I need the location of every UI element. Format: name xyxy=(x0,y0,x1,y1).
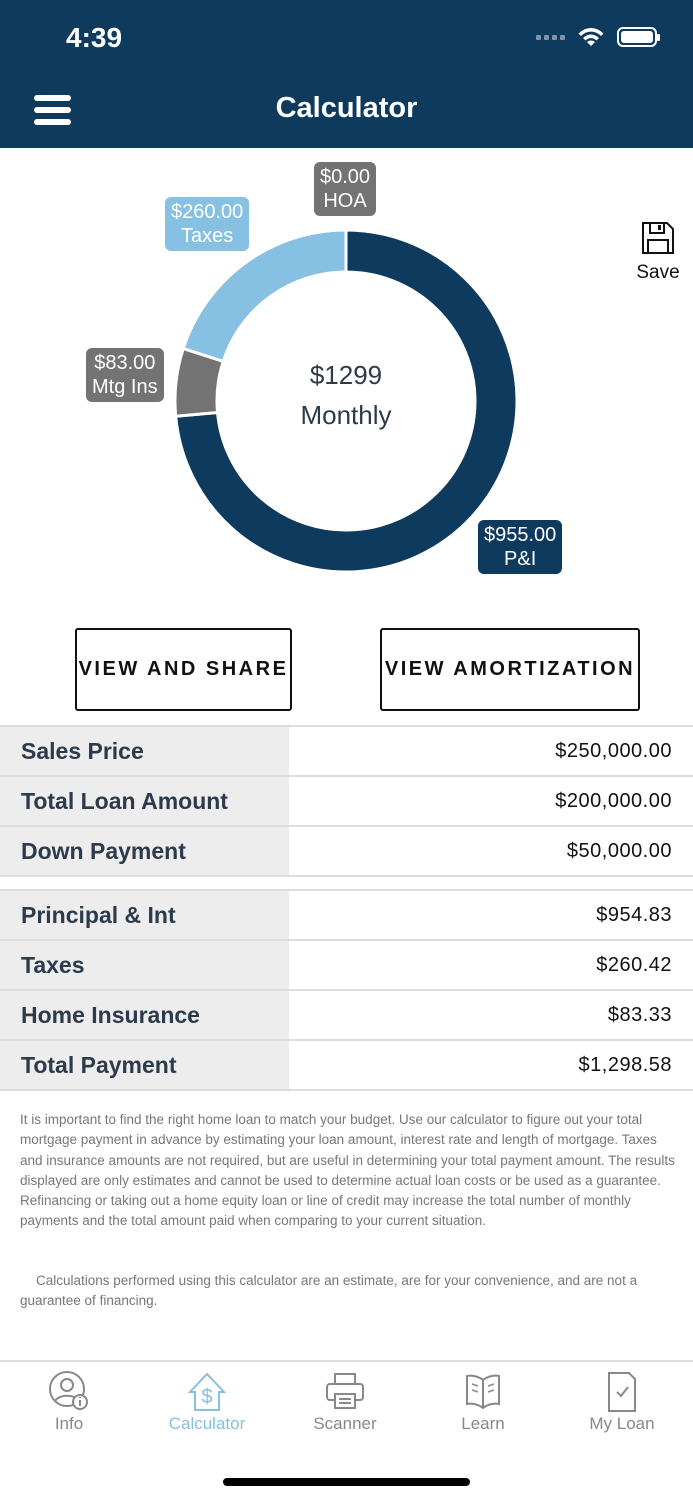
document-check-icon xyxy=(608,1372,636,1412)
row-value: $954.83 xyxy=(596,904,672,926)
status-icons xyxy=(536,26,660,48)
row-value: $200,000.00 xyxy=(555,790,672,812)
label-pi: $955.00 P&I xyxy=(478,520,563,574)
table-row: Principal & Int $954.83 xyxy=(0,891,693,941)
center-value: $1299 xyxy=(309,360,383,390)
tab-label: My Loan xyxy=(589,1414,655,1433)
table-row: Sales Price $250,000.00 xyxy=(0,727,693,777)
disclaimer-paragraph: It is important to find the right home l… xyxy=(20,1112,675,1229)
row-label: Total Payment xyxy=(0,1041,289,1089)
tab-info[interactable]: Info xyxy=(0,1370,138,1434)
user-info-icon xyxy=(49,1371,88,1410)
loan-table: Sales Price $250,000.00 Total Loan Amount… xyxy=(0,725,693,877)
view-and-share-button[interactable]: VIEW AND SHARE xyxy=(75,628,292,711)
save-label: Save xyxy=(636,262,680,283)
table-row: Down Payment $50,000.00 xyxy=(0,827,693,877)
tab-bar: Info $ Calculator Scanner Learn My Loan xyxy=(0,1360,693,1500)
label-hoa: $0.00 HOA xyxy=(314,162,377,216)
tab-my-loan[interactable]: My Loan xyxy=(553,1370,691,1434)
label-mtg-ins: $83.00 Mtg Ins xyxy=(86,348,164,402)
tab-label: Scanner xyxy=(313,1414,377,1433)
row-label: Total Loan Amount xyxy=(0,777,289,825)
table-row: Home Insurance $83.33 xyxy=(0,991,693,1041)
row-label: Sales Price xyxy=(0,727,289,775)
label-taxes: $260.00 Taxes xyxy=(165,197,250,251)
tab-label: Learn xyxy=(461,1414,505,1433)
table-row: Taxes $260.42 xyxy=(0,941,693,991)
row-value: $260.42 xyxy=(596,954,672,976)
disclaimer-note: Calculations performed using this calcul… xyxy=(20,1273,638,1309)
header: 4:39 Calculator xyxy=(0,0,693,148)
home-indicator xyxy=(223,1478,470,1486)
signal-icon xyxy=(536,34,565,40)
table-row: Total Loan Amount $200,000.00 xyxy=(0,777,693,827)
payment-table: Principal & Int $954.83 Taxes $260.42 Home… xyxy=(0,889,693,1091)
table-row: Total Payment $1,298.58 xyxy=(0,1041,693,1091)
row-value: $250,000.00 xyxy=(555,740,672,762)
house-dollar-icon: $ xyxy=(187,1372,227,1411)
row-label: Down Payment xyxy=(0,827,289,875)
row-label: Principal & Int xyxy=(0,891,289,939)
status-time: 4:39 xyxy=(66,22,123,53)
tab-scanner[interactable]: Scanner xyxy=(276,1370,414,1434)
page-title: Calculator xyxy=(275,92,418,124)
donut-chart xyxy=(173,228,519,574)
row-label: Taxes xyxy=(0,941,289,989)
row-value: $50,000.00 xyxy=(566,840,672,862)
donut-slice-taxes xyxy=(181,228,348,364)
center-label: Monthly xyxy=(300,400,392,430)
battery-icon xyxy=(617,27,660,47)
row-label: Home Insurance xyxy=(0,991,289,1039)
menu-icon[interactable] xyxy=(34,95,71,125)
view-amortization-button[interactable]: VIEW AMORTIZATION xyxy=(380,628,640,711)
tab-label: Calculator xyxy=(168,1414,246,1433)
row-value: $1,298.58 xyxy=(578,1054,672,1076)
row-value: $83.33 xyxy=(607,1004,672,1026)
tab-calculator[interactable]: $ Calculator xyxy=(138,1370,276,1434)
svg-text:$: $ xyxy=(201,1386,212,1408)
tab-label: Info xyxy=(54,1414,84,1433)
tab-learn[interactable]: Learn xyxy=(414,1370,552,1434)
donut-slice-p-i xyxy=(174,228,519,574)
floppy-disk-icon xyxy=(642,222,674,254)
wifi-icon xyxy=(578,28,604,46)
book-icon xyxy=(466,1374,500,1410)
save-button[interactable]: Save xyxy=(630,220,686,284)
printer-icon xyxy=(326,1373,364,1409)
